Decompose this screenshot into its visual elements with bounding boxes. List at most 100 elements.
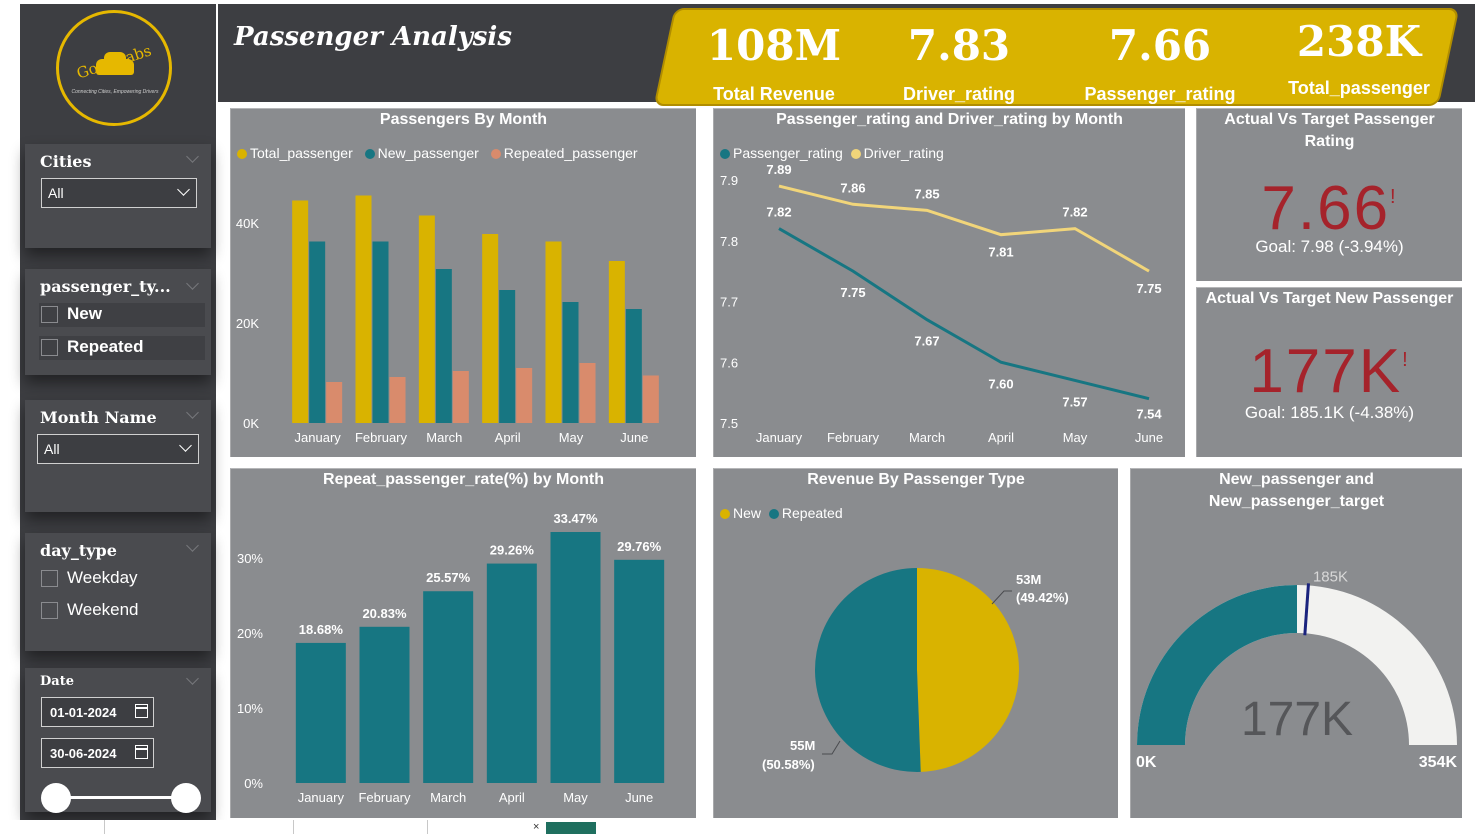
kpi-total-revenue: 108M Total Revenue xyxy=(694,22,854,105)
legend-label: Total_passenger xyxy=(250,145,353,161)
legend-repeated-passenger[interactable]: Repeated_passenger xyxy=(490,145,638,161)
data-label: 7.85 xyxy=(914,186,939,201)
revenue-pie-chart: 53M (49.42%) 55M (50.58%) xyxy=(762,568,1069,772)
checkbox[interactable] xyxy=(41,602,58,619)
day-type-option-weekday[interactable]: Weekday xyxy=(39,567,205,591)
card-title: Actual Vs Target New Passenger xyxy=(1205,290,1454,307)
date-range-start-handle[interactable] xyxy=(41,783,71,813)
checkbox[interactable] xyxy=(41,339,58,356)
bar-repeated-passenger xyxy=(516,368,533,423)
kpi-label: Passenger_rating xyxy=(1084,84,1236,104)
passengers-by-month-chart: 0K 20K 40K January February March April May June xyxy=(236,195,659,445)
data-label: 7.60 xyxy=(988,376,1013,391)
data-label: 7.75 xyxy=(1136,281,1161,296)
month-name-slicer-title: Month Name xyxy=(40,408,157,427)
filter-sidebar: GoodCabs Connecting Cities, Empowering D… xyxy=(20,4,216,820)
checkbox[interactable] xyxy=(41,306,58,323)
data-label: 7.54 xyxy=(1136,407,1162,422)
legend-passenger-rating[interactable]: Passenger_rating xyxy=(720,145,843,161)
y-tick-label: 7.7 xyxy=(720,295,738,310)
y-tick-label: 7.9 xyxy=(720,173,738,188)
start-date-input[interactable]: 01-01-2024 xyxy=(41,697,154,727)
data-label: 7.67 xyxy=(914,334,939,349)
chevron-down-icon[interactable] xyxy=(186,406,199,419)
repeat-rate-chart: 0% 10% 20% 30% 18.68% January 20.83% February 25… xyxy=(237,511,665,805)
kpi-label: Total Revenue xyxy=(713,84,835,104)
bar-total-passenger xyxy=(418,215,435,423)
bar-total-passenger xyxy=(482,234,499,423)
passenger-type-slicer: passenger_ty... New Repeated xyxy=(25,269,211,375)
day-type-option-weekend[interactable]: Weekend xyxy=(39,599,205,623)
data-label: 55M xyxy=(790,738,815,753)
bar-repeated-passenger xyxy=(389,377,406,423)
data-label: 53M xyxy=(1016,572,1041,587)
leader-line xyxy=(822,740,841,755)
card-value-text: 7.66 xyxy=(1261,174,1391,243)
line-passenger-rating xyxy=(778,227,1150,401)
chevron-down-icon[interactable] xyxy=(186,672,199,685)
kpi-passenger-rating: 7.66 Passenger_rating xyxy=(1080,22,1240,105)
bottom-tab-strip xyxy=(0,820,1483,834)
x-tick-label: March xyxy=(426,430,462,445)
cities-dropdown-value: All xyxy=(48,185,64,201)
month-name-dropdown-value: All xyxy=(44,441,60,457)
legend-label: New_passenger xyxy=(377,145,479,161)
alert-icon: ! xyxy=(1390,186,1398,208)
repeat-rate-panel: Repeat_passenger_rate(%) by Month 0% 10% 2… xyxy=(230,468,696,818)
calendar-icon[interactable] xyxy=(135,745,148,759)
data-label: 7.82 xyxy=(1062,205,1087,220)
legend-new[interactable]: New xyxy=(720,505,761,521)
y-tick-label: 7.6 xyxy=(720,355,738,370)
month-name-dropdown[interactable]: All xyxy=(37,434,199,464)
data-label: 7.86 xyxy=(840,180,865,195)
calendar-icon[interactable] xyxy=(135,704,148,718)
card-title: Actual Vs Target Passenger Rating xyxy=(1224,111,1435,150)
card-value: 7.66! xyxy=(1197,173,1462,244)
chart-title: Revenue By Passenger Type xyxy=(807,471,1025,488)
bar-repeated-passenger xyxy=(452,371,469,423)
legend-driver-rating[interactable]: Driver_rating xyxy=(850,145,944,161)
checkbox[interactable] xyxy=(41,570,58,587)
data-label: 29.76% xyxy=(617,539,662,554)
passenger-type-option-repeated[interactable]: Repeated xyxy=(39,336,205,360)
chart-title: Passenger_rating and Driver_rating by Mo… xyxy=(776,111,1123,128)
dashboard-header: Passenger Analysis 108M Total Revenue 7.… xyxy=(218,4,1475,106)
new-passenger-gauge: 185K 177K 0K 354K xyxy=(1136,568,1458,771)
gauge-value-arc xyxy=(1137,585,1297,745)
bar-repeat-rate xyxy=(486,563,537,783)
bar-repeated-passenger xyxy=(642,375,659,423)
page-title: Passenger Analysis xyxy=(234,22,512,52)
tab-divider xyxy=(293,820,294,834)
chevron-down-icon[interactable] xyxy=(186,150,199,163)
passenger-type-option-new[interactable]: New xyxy=(39,303,205,327)
legend-label: Driver_rating xyxy=(863,145,944,161)
gauge-target-label: 185K xyxy=(1313,568,1348,585)
close-icon[interactable]: × xyxy=(533,821,540,833)
chart-legend: New Repeated xyxy=(720,505,851,521)
chevron-down-icon[interactable] xyxy=(186,539,199,552)
x-tick-label: April xyxy=(499,790,525,805)
kpi-total-passenger: 238K Total_passenger xyxy=(1284,18,1434,99)
bar-total-passenger xyxy=(608,261,625,423)
gauge-max-label: 354K xyxy=(1419,754,1458,771)
chevron-down-icon[interactable] xyxy=(186,277,199,290)
date-slicer-title: Date xyxy=(40,674,74,689)
legend-total-passenger[interactable]: Total_passenger xyxy=(237,145,353,161)
x-tick-label: June xyxy=(625,790,653,805)
active-page-tab[interactable] xyxy=(546,822,596,834)
date-range-slider-track[interactable] xyxy=(57,796,187,799)
legend-repeated[interactable]: Repeated xyxy=(768,505,843,521)
legend-new-passenger[interactable]: New_passenger xyxy=(364,145,479,161)
gauge-value-label: 177K xyxy=(1241,693,1353,746)
date-range-end-handle[interactable] xyxy=(171,783,201,813)
x-tick-label: May xyxy=(559,430,584,445)
option-label: Weekend xyxy=(67,600,139,619)
new-passenger-gauge-panel: New_passenger and New_passenger_target 1… xyxy=(1130,468,1462,818)
line-driver-rating xyxy=(778,184,1150,273)
passenger-type-slicer-title: passenger_ty... xyxy=(40,277,171,296)
rating-target-card: Actual Vs Target Passenger Rating 7.66! … xyxy=(1196,108,1462,281)
cities-dropdown[interactable]: All xyxy=(41,178,197,208)
card-value: 177K! xyxy=(1197,336,1462,407)
option-label: Weekday xyxy=(67,568,138,587)
end-date-input[interactable]: 30-06-2024 xyxy=(41,738,154,768)
